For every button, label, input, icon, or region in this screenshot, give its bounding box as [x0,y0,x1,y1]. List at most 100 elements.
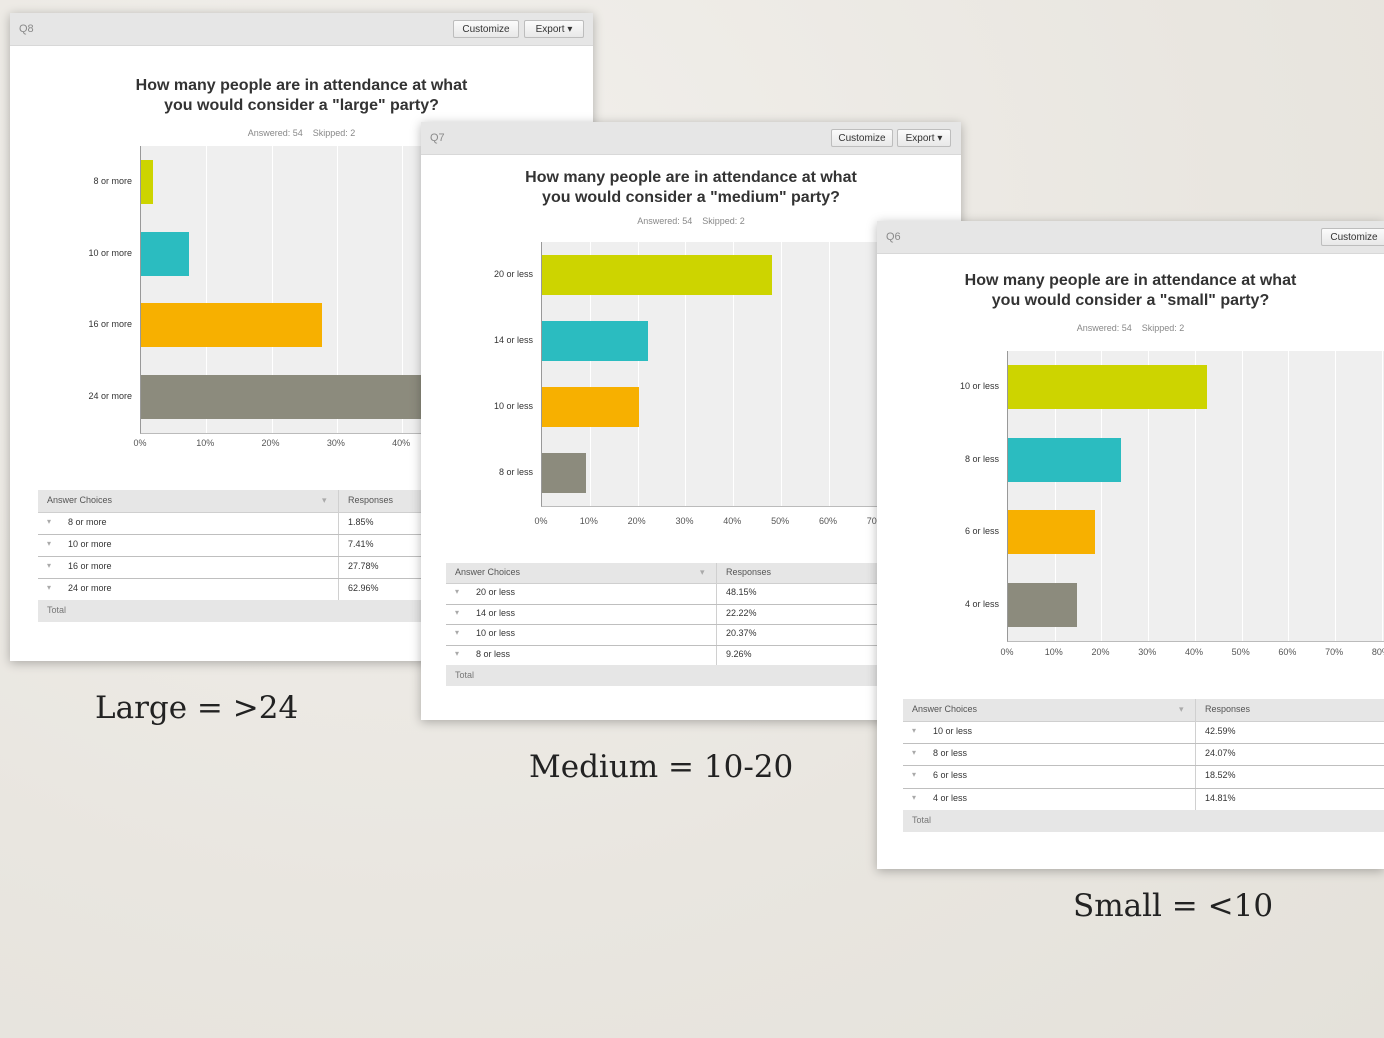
gridline [402,146,404,433]
customize-button[interactable]: Customize [831,129,893,147]
answer-choices-header[interactable]: Answer Choices [912,704,978,714]
x-tick-label: 20% [627,516,646,526]
answer-choice-cell: 16 or more [68,561,112,571]
category-label: 16 or more [88,319,132,330]
answer-choices-header[interactable]: Answer Choices [47,495,113,505]
question-number: Q8 [19,23,34,35]
gridline [781,242,783,506]
total-label: Total [912,814,932,825]
x-tick-label: 30% [326,438,345,448]
table-row: ▾ 16 or more 27.78% [38,556,448,579]
expand-chevron-icon[interactable]: ▾ [455,607,460,617]
table-row: ▾ 10 or less 20.37% [446,624,886,646]
gridline [1194,351,1196,641]
customize-button[interactable]: Customize [1321,228,1384,246]
answer-choice-cell: 10 or more [68,539,112,549]
skipped-count: Skipped: 2 [312,128,356,138]
category-label: 8 or less [498,467,533,477]
x-tick-label: 40% [392,438,411,448]
x-tick-label: 50% [1231,647,1250,657]
expand-chevron-icon[interactable]: ▾ [455,628,460,638]
skipped-count: Skipped: 2 [702,216,745,226]
category-label: 8 or less [964,453,999,464]
answer-choice-cell: 8 or less [476,649,511,660]
panel-header: Q7 Customize Export ▾ [421,122,961,155]
expand-chevron-icon[interactable]: ▾ [47,583,52,592]
gridline [1148,351,1150,641]
x-tick-label: 40% [1184,647,1203,657]
response-percent-cell: 27.78% [348,561,379,571]
expand-chevron-icon[interactable]: ▾ [912,770,917,780]
question-title-line1: How many people are in attendance at wha… [964,272,1297,289]
x-tick-label: 0% [133,438,147,448]
question-title-line1: How many people are in attendance at wha… [135,77,468,94]
gridline [828,242,830,506]
sort-arrow-icon[interactable]: ▾ [1179,704,1184,714]
gridline [1335,351,1337,641]
slide-caption-q8: Large = >24 [95,690,299,726]
export-button[interactable]: Export ▾ [897,129,951,147]
expand-chevron-icon[interactable]: ▾ [47,517,52,526]
bar [141,303,323,348]
gridline [1381,351,1383,641]
x-tick-label: 40% [723,516,742,526]
customize-button[interactable]: Customize [453,20,519,38]
question-title-line2: you would consider a "large" party? [164,97,439,114]
table-row: ▾ 10 or less 42.59% [903,721,1384,745]
answer-choice-cell: 10 or less [933,726,973,737]
response-percent-cell: 14.81% [1205,792,1236,803]
response-percent-cell: 24.07% [1205,748,1236,759]
x-tick-label: 0% [534,516,548,526]
bar [542,321,649,361]
category-label: 10 or less [959,381,999,392]
x-tick-label: 70% [1325,647,1344,657]
answered-count: Answered: 54 [1076,323,1132,333]
expand-chevron-icon[interactable]: ▾ [912,792,917,802]
table-header: Answer Choices ▾ Responses [446,563,886,584]
x-tick-label: 0% [1000,647,1014,657]
sort-arrow-icon[interactable]: ▾ [322,495,327,505]
gridline [733,242,735,506]
slide-caption-q6: Small = <10 [1073,888,1274,924]
answer-choice-cell: 8 or less [933,748,968,759]
x-tick-label: 60% [1278,647,1297,657]
bar [1008,510,1095,555]
bar-plot-area [1007,351,1384,642]
gridline [271,146,273,433]
bar [542,453,587,493]
response-percent-cell: 62.96% [348,583,379,593]
answer-table: Answer Choices ▾ Responses ▾ 20 or less 48.15… [446,563,886,687]
expand-chevron-icon[interactable]: ▾ [455,587,460,597]
expand-chevron-icon[interactable]: ▾ [455,649,460,659]
x-tick-label: 20% [1091,647,1110,657]
bar [1008,582,1078,627]
table-row: ▾ 8 or more 1.85% [38,512,448,535]
survey-panel-q6: Q6 Customize How many people are in attend… [877,221,1384,869]
response-percent-cell: 22.22% [726,607,757,618]
category-label: 20 or less [493,269,533,279]
table-header: Answer Choices ▾ Responses [38,490,448,513]
expand-chevron-icon[interactable]: ▾ [912,726,917,736]
gridline [336,146,338,433]
answer-choice-cell: 14 or less [476,607,516,618]
answer-table: Answer Choices ▾ Responses ▾ 10 or less 42.59… [903,699,1384,832]
sort-arrow-icon[interactable]: ▾ [700,567,705,577]
table-row: ▾ 8 or less 24.07% [903,743,1384,767]
gridline [1054,351,1056,641]
expand-chevron-icon[interactable]: ▾ [912,748,917,758]
expand-chevron-icon[interactable]: ▾ [47,539,52,548]
skipped-count: Skipped: 2 [1141,323,1185,333]
answer-choices-header[interactable]: Answer Choices [455,567,521,577]
x-tick-label: 80% [1371,647,1384,657]
export-button[interactable]: Export ▾ [524,20,584,38]
x-tick-label: 10% [579,516,598,526]
answered-count: Answered: 54 [637,216,693,226]
answered-count: Answered: 54 [247,128,303,138]
gridline [1288,351,1290,641]
expand-chevron-icon[interactable]: ▾ [47,561,52,570]
table-row: ▾ 24 or more 62.96% [38,578,448,601]
question-title-line2: you would consider a "small" party? [991,292,1270,309]
category-label: 10 or less [493,401,533,411]
slide-caption-q7: Medium = 10-20 [529,749,794,785]
response-percent-cell: 7.41% [348,539,374,549]
